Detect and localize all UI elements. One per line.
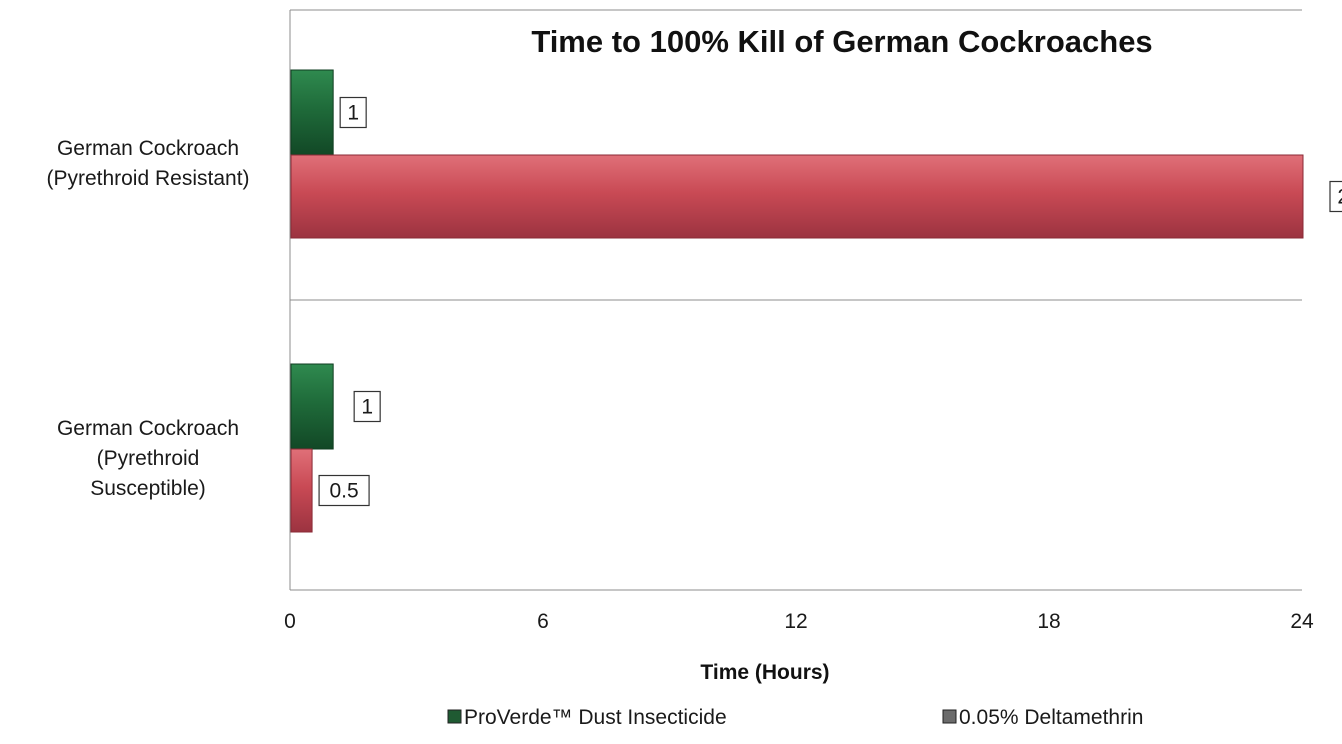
data-label: 1 xyxy=(353,390,381,423)
data-label: 0.5 xyxy=(318,474,370,507)
data-label-text: 1 xyxy=(361,396,373,419)
legend-label: 0.05% Deltamethrin xyxy=(959,706,1143,729)
legend-swatch xyxy=(942,709,957,724)
x-tick-label: 24 xyxy=(1290,610,1314,633)
data-label-box xyxy=(353,390,381,423)
bar-proverde xyxy=(290,363,334,450)
plot-labels: 1 24 1 0.5 xyxy=(318,96,1342,507)
legend: ProVerde™ Dust Insecticide 0.05% Deltamet… xyxy=(447,706,1143,729)
plot-bars xyxy=(290,69,1304,533)
data-label-box xyxy=(339,96,367,129)
data-label-box xyxy=(1329,180,1342,213)
chart-title: Time to 100% Kill of German Cockroaches xyxy=(531,24,1152,59)
category-label: (Pyrethroid Resistant) xyxy=(46,167,249,190)
x-tick-label: 18 xyxy=(1037,610,1060,633)
x-tick-label: 12 xyxy=(784,610,807,633)
data-label-box xyxy=(318,474,370,507)
category-label: (Pyrethroid xyxy=(97,447,200,470)
category-label: German Cockroach xyxy=(57,137,239,160)
legend-item: ProVerde™ Dust Insecticide xyxy=(447,706,727,729)
x-axis: German Cockroach (Pyrethroid Resistant) Ge… xyxy=(46,137,1314,633)
legend-item: 0.05% Deltamethrin xyxy=(942,706,1143,729)
bar-proverde xyxy=(290,69,334,156)
data-label-text: 1 xyxy=(347,102,359,125)
legend-label: ProVerde™ Dust Insecticide xyxy=(464,706,727,729)
x-tick-label: 0 xyxy=(284,610,296,633)
category-label: German Cockroach xyxy=(57,417,239,440)
data-label-text: 24 xyxy=(1337,186,1342,209)
plot-grid xyxy=(289,9,1302,591)
x-tick-label: 6 xyxy=(537,610,549,633)
x-axis-title: Time (Hours) xyxy=(700,661,829,684)
legend-swatch xyxy=(447,709,462,724)
category-label: Susceptible) xyxy=(90,477,206,500)
data-label: 24 xyxy=(1329,180,1342,213)
bar-deltamethrin xyxy=(290,448,313,533)
bar-deltamethrin xyxy=(290,154,1304,239)
data-label: 1 xyxy=(339,96,367,129)
data-label-text: 0.5 xyxy=(329,480,358,503)
